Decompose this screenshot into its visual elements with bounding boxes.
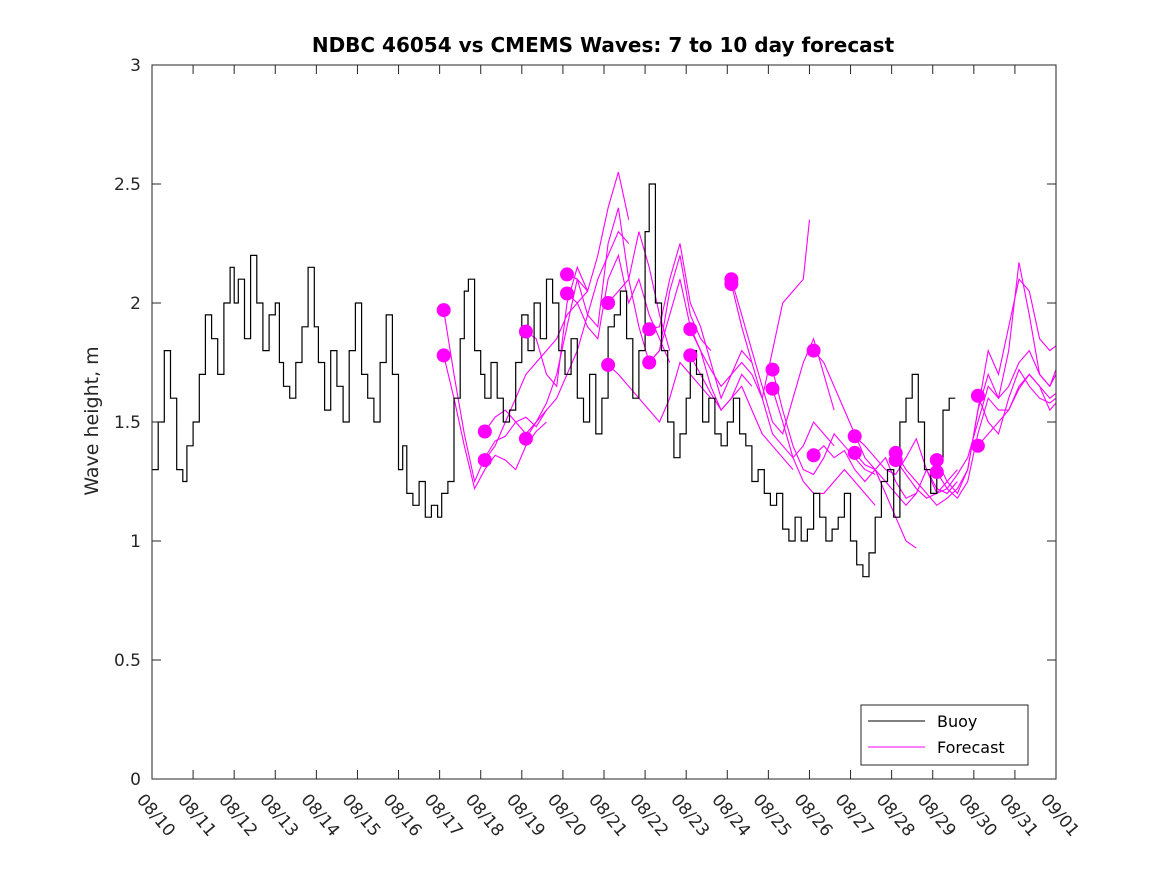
forecast-start-marker	[929, 453, 944, 468]
forecast-series-line	[689, 355, 794, 470]
chart-title: NDBC 46054 vs CMEMS Waves: 7 to 10 day f…	[312, 33, 895, 57]
forecast-start-marker	[724, 277, 739, 291]
legend-forecast-label: Forecast	[937, 738, 1005, 757]
forecast-series-line	[649, 243, 753, 400]
forecast-start-marker	[683, 322, 698, 337]
forecast-start-marker	[518, 431, 533, 446]
forecast-series-line	[730, 283, 835, 459]
forecast-series-line	[977, 373, 1057, 447]
forecast-series-line	[525, 171, 630, 388]
buoy-series-line	[152, 183, 956, 578]
forecast-series-line	[771, 388, 876, 506]
forecast-start-marker	[601, 296, 616, 310]
plot-area	[151, 64, 1057, 780]
y-tick-label: 1.5	[114, 413, 141, 433]
y-tick-label: 0.5	[114, 651, 141, 671]
forecast-start-marker	[970, 438, 985, 453]
forecast-start-marker	[847, 429, 862, 444]
legend-box	[860, 704, 1029, 766]
y-axis-label: Wave height, m	[81, 346, 103, 495]
forecast-series-line	[484, 290, 589, 461]
forecast-series-line	[689, 219, 811, 400]
forecast-series-line	[771, 369, 876, 476]
forecast-start-marker	[477, 453, 492, 468]
forecast-start-marker	[560, 286, 574, 301]
forecast-lines	[443, 171, 1057, 549]
forecast-series-line	[566, 253, 671, 363]
forecast-series-line	[895, 262, 1057, 499]
forecast-start-marker	[642, 322, 657, 337]
forecast-start-marker	[806, 448, 821, 463]
forecast-series-line	[813, 445, 917, 499]
forecast-series-line	[566, 207, 671, 351]
forecast-series-line	[936, 349, 1057, 495]
forecast-start-marker	[560, 267, 574, 282]
y-tick-label: 2	[130, 294, 141, 314]
y-tick-label: 2.5	[114, 175, 141, 195]
forecast-start-marker	[929, 465, 944, 479]
forecast-start-marker	[765, 362, 780, 377]
legend: Buoy Forecast	[860, 704, 1029, 766]
forecast-start-marker	[888, 453, 903, 468]
forecast-start-marker	[477, 424, 492, 439]
forecast-start-marker	[642, 355, 657, 370]
forecast-start-marker	[436, 303, 451, 318]
forecast-start-marker	[970, 388, 985, 403]
forecast-series-line	[813, 350, 917, 549]
forecast-start-marker	[518, 324, 533, 339]
buoy-line-group	[152, 183, 956, 578]
legend-buoy-label: Buoy	[937, 712, 977, 731]
y-tick-label: 3	[130, 56, 141, 76]
forecast-start-marker	[765, 381, 780, 396]
forecast-series-line	[607, 361, 712, 424]
y-tick-label: 1	[130, 532, 141, 552]
forecast-start-marker	[436, 348, 451, 363]
forecast-series-line	[854, 452, 958, 507]
forecast-start-marker	[683, 348, 698, 363]
forecast-start-marker	[806, 343, 821, 358]
forecast-series-line	[443, 310, 547, 484]
y-axis: 0 0.5 1 1.5 2 2.5 3	[114, 56, 1056, 790]
forecast-start-marker	[601, 357, 616, 372]
forecast-start-marker	[847, 445, 862, 460]
y-tick-label: 0	[130, 770, 141, 790]
forecast-markers	[436, 267, 985, 479]
